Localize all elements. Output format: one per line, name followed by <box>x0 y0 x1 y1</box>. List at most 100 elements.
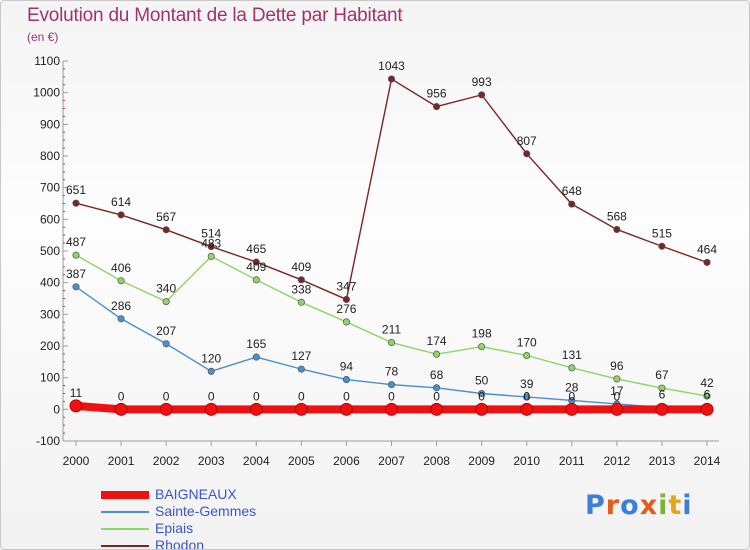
data-point-sainte-gemmes <box>207 367 215 375</box>
y-tick-label: 1100 <box>34 54 60 68</box>
data-label-rhodon: 464 <box>697 242 717 256</box>
legend-swatch <box>101 545 149 547</box>
x-tick-label: 2002 <box>153 454 180 468</box>
data-point-baigneaux <box>700 402 714 416</box>
data-label-baigneaux: 0 <box>433 389 440 403</box>
data-label-baigneaux: 11 <box>70 386 83 400</box>
x-tick-label: 2010 <box>513 454 540 468</box>
data-point-baigneaux <box>385 402 398 416</box>
y-tick-label: 0 <box>53 402 60 416</box>
x-tick-label: 2006 <box>333 454 360 468</box>
data-point-baigneaux <box>475 402 489 416</box>
x-tick-label: 2008 <box>423 454 450 468</box>
data-point-epiais <box>523 351 531 360</box>
logo-letter: P <box>585 490 606 521</box>
data-point-rhodon <box>297 276 305 284</box>
x-tick-label: 2012 <box>604 454 631 468</box>
data-point-rhodon <box>433 103 441 111</box>
logo-letter: o <box>620 490 640 521</box>
data-label-baigneaux: 0 <box>118 389 125 403</box>
y-tick-label: 100 <box>40 371 60 385</box>
data-point-sainte-gemmes <box>252 353 260 361</box>
data-point-rhodon <box>117 211 125 219</box>
data-label-baigneaux: 0 <box>163 389 170 403</box>
data-point-epiais <box>568 364 576 372</box>
data-point-sainte-gemmes <box>162 340 170 348</box>
data-point-sainte-gemmes <box>523 393 531 401</box>
data-point-baigneaux <box>655 402 669 416</box>
data-point-baigneaux <box>430 402 444 416</box>
data-point-rhodon <box>72 199 80 207</box>
data-label-epiais: 276 <box>336 302 356 316</box>
data-point-baigneaux <box>249 402 263 416</box>
data-point-baigneaux <box>520 402 534 416</box>
data-point-rhodon <box>387 75 396 83</box>
data-point-epiais <box>297 298 305 306</box>
data-point-baigneaux <box>610 402 624 416</box>
y-tick-label: 200 <box>40 339 60 353</box>
data-point-baigneaux <box>294 402 308 416</box>
data-label-rhodon: 567 <box>156 210 176 224</box>
data-label-epiais: 338 <box>291 282 311 296</box>
data-label-baigneaux: 0 <box>614 389 621 403</box>
data-label-sainte-gemmes: 6 <box>659 387 666 401</box>
data-point-epiais <box>117 277 125 285</box>
series-line-rhodon <box>75 78 708 301</box>
logo-letter: x <box>639 490 659 521</box>
data-point-sainte-gemmes <box>433 384 441 392</box>
data-label-baigneaux: 0 <box>343 389 350 403</box>
data-point-rhodon <box>207 243 215 251</box>
data-point-rhodon <box>613 225 621 234</box>
data-label-rhodon: 515 <box>652 226 672 240</box>
logo-letter: i <box>658 490 669 521</box>
y-tick-label: 900 <box>40 117 60 131</box>
y-tick-label: 700 <box>40 181 60 195</box>
x-tick-label: 2009 <box>468 454 495 468</box>
data-label-baigneaux: 0 <box>523 389 530 403</box>
data-point-sainte-gemmes <box>478 389 486 398</box>
data-point-sainte-gemmes <box>342 376 350 384</box>
data-label-baigneaux: 0 <box>208 389 215 403</box>
data-label-sainte-gemmes: 207 <box>156 324 176 338</box>
data-label-rhodon: 651 <box>66 183 86 197</box>
x-tick-label: 2014 <box>694 454 721 468</box>
data-label-epiais: 340 <box>156 282 176 296</box>
data-label-epiais: 131 <box>562 348 582 362</box>
data-point-epiais <box>162 298 170 306</box>
x-tick-label: 2004 <box>243 454 270 468</box>
y-tick-label: 300 <box>40 307 60 321</box>
logo-letter: t <box>668 490 683 521</box>
data-label-rhodon: 465 <box>246 242 266 256</box>
data-point-baigneaux <box>114 402 128 416</box>
data-label-rhodon: 568 <box>607 209 627 223</box>
data-label-rhodon: 1043 <box>378 59 405 73</box>
data-label-rhodon: 409 <box>291 260 311 274</box>
data-label-epiais: 211 <box>382 323 401 337</box>
data-label-sainte-gemmes: 28 <box>565 380 579 394</box>
data-label-sainte-gemmes: 120 <box>201 351 221 365</box>
y-tick-label: 800 <box>40 149 60 163</box>
data-point-rhodon <box>162 226 170 234</box>
data-label-sainte-gemmes: 68 <box>430 368 444 382</box>
y-tick-label: 1000 <box>33 86 60 100</box>
data-point-rhodon <box>478 91 486 99</box>
data-label-rhodon: 648 <box>562 184 582 198</box>
data-label-epiais: 409 <box>246 260 266 274</box>
data-label-epiais: 42 <box>700 376 714 390</box>
chart-unit-label: (en €) <box>27 30 59 44</box>
data-point-baigneaux <box>69 399 83 413</box>
y-tick-label: 400 <box>40 276 60 290</box>
data-label-epiais: 198 <box>472 327 492 341</box>
data-label-epiais: 487 <box>66 235 86 249</box>
legend-label: Sainte-Gemmes <box>155 503 257 519</box>
y-tick-label: 500 <box>40 244 60 258</box>
legend-swatch <box>101 511 149 513</box>
x-tick-label: 2000 <box>63 454 90 468</box>
data-label-rhodon: 514 <box>201 227 221 241</box>
data-point-sainte-gemmes <box>72 283 80 291</box>
data-point-epiais <box>207 252 215 260</box>
x-tick-label: 2011 <box>559 454 585 468</box>
y-tick-label: -100 <box>36 434 60 448</box>
legend-label: Epiais <box>155 520 194 536</box>
